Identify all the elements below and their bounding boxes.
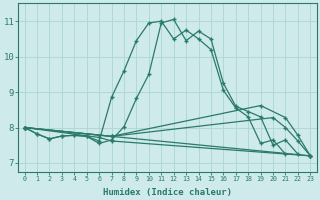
X-axis label: Humidex (Indice chaleur): Humidex (Indice chaleur) xyxy=(103,188,232,197)
